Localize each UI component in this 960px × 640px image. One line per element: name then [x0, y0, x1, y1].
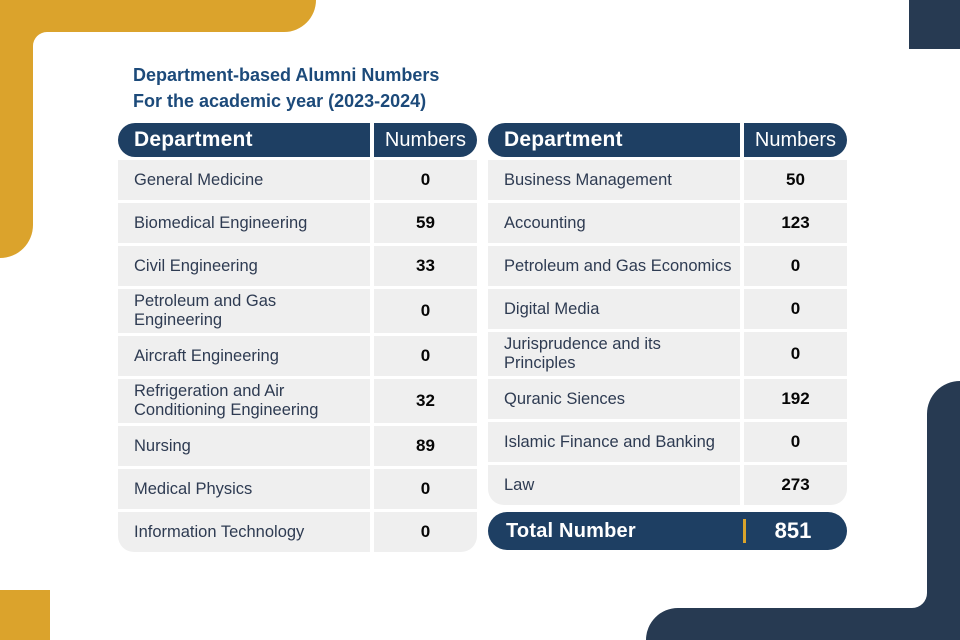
total-number-bar: Total Number 851 [488, 512, 847, 550]
left-department-header: Department [118, 123, 370, 157]
table-row: Quranic Siences 192 [488, 379, 847, 419]
number-cell: 32 [374, 379, 477, 423]
department-cell: Biomedical Engineering [118, 203, 370, 243]
left-table-header: Department Numbers [118, 123, 477, 157]
number-cell: 59 [374, 203, 477, 243]
table-row: Civil Engineering 33 [118, 246, 477, 286]
left-table: Department Numbers General Medicine 0 Bi… [118, 123, 477, 552]
department-cell: Quranic Siences [488, 379, 740, 419]
department-cell: Digital Media [488, 289, 740, 329]
department-cell: Petroleum and Gas Engineering [118, 289, 370, 333]
department-cell: Information Technology [118, 512, 370, 552]
bottom-right-corner-accent [646, 381, 960, 640]
right-numbers-header: Numbers [744, 123, 847, 157]
number-cell: 0 [744, 332, 847, 376]
number-cell: 0 [374, 336, 477, 376]
table-row: Aircraft Engineering 0 [118, 336, 477, 376]
page-title-line1: Department-based Alumni Numbers [133, 65, 440, 85]
page-title-line2: For the academic year (2023-2024) [133, 91, 427, 111]
top-left-corner-accent [0, 0, 316, 258]
number-cell: 192 [744, 379, 847, 419]
number-cell: 33 [374, 246, 477, 286]
department-cell: Aircraft Engineering [118, 336, 370, 376]
table-row: Petroleum and Gas Engineering 0 [118, 289, 477, 333]
number-cell: 0 [744, 289, 847, 329]
number-cell: 0 [744, 246, 847, 286]
number-cell: 50 [744, 160, 847, 200]
table-row: Accounting 123 [488, 203, 847, 243]
department-cell: Civil Engineering [118, 246, 370, 286]
number-cell: 0 [744, 422, 847, 462]
table-row: Information Technology 0 [118, 512, 477, 552]
table-row: Petroleum and Gas Economics 0 [488, 246, 847, 286]
top-right-corner-accent [909, 0, 960, 49]
department-cell: Nursing [118, 426, 370, 466]
table-row: Medical Physics 0 [118, 469, 477, 509]
number-cell: 0 [374, 289, 477, 333]
table-row: Digital Media 0 [488, 289, 847, 329]
number-cell: 0 [374, 512, 477, 552]
table-row: Law 273 [488, 465, 847, 505]
table-row: Refrigeration and Air Conditioning Engin… [118, 379, 477, 423]
department-cell: Refrigeration and Air Conditioning Engin… [118, 379, 370, 423]
page-title: Department-based Alumni Numbers For the … [133, 62, 439, 114]
right-table: Department Numbers Business Management 5… [488, 123, 847, 550]
right-department-header: Department [488, 123, 740, 157]
table-row: Nursing 89 [118, 426, 477, 466]
department-cell: Petroleum and Gas Economics [488, 246, 740, 286]
total-number-label: Total Number [506, 519, 636, 542]
right-table-header: Department Numbers [488, 123, 847, 157]
total-divider [743, 519, 746, 543]
number-cell: 89 [374, 426, 477, 466]
department-cell: Medical Physics [118, 469, 370, 509]
number-cell: 123 [744, 203, 847, 243]
department-cell: Accounting [488, 203, 740, 243]
number-cell: 0 [374, 469, 477, 509]
left-table-rows: General Medicine 0 Biomedical Engineerin… [118, 160, 477, 552]
table-row: Islamic Finance and Banking 0 [488, 422, 847, 462]
department-cell: Jurisprudence and its Principles [488, 332, 740, 376]
number-cell: 0 [374, 160, 477, 200]
table-row: Biomedical Engineering 59 [118, 203, 477, 243]
right-table-rows: Business Management 50 Accounting 123 Pe… [488, 160, 847, 505]
department-cell: Islamic Finance and Banking [488, 422, 740, 462]
department-cell: Business Management [488, 160, 740, 200]
left-numbers-header: Numbers [374, 123, 477, 157]
department-cell: General Medicine [118, 160, 370, 200]
table-row: Business Management 50 [488, 160, 847, 200]
department-cell: Law [488, 465, 740, 505]
table-row: General Medicine 0 [118, 160, 477, 200]
bottom-left-corner-accent [0, 590, 50, 640]
table-row: Jurisprudence and its Principles 0 [488, 332, 847, 376]
number-cell: 273 [744, 465, 847, 505]
total-number-value: 851 [774, 518, 812, 543]
